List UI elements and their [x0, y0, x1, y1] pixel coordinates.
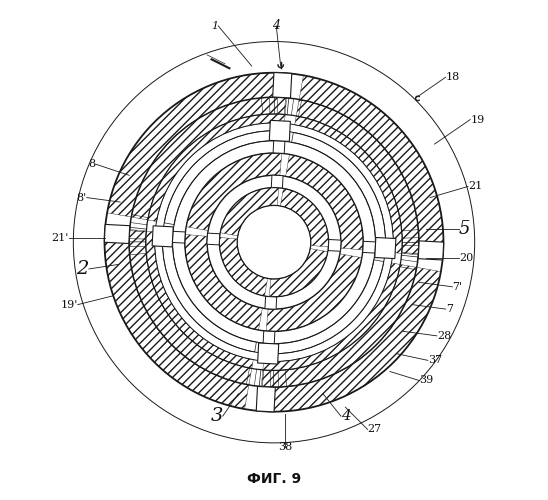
Polygon shape: [375, 238, 396, 258]
Polygon shape: [273, 140, 285, 153]
Text: 7': 7': [453, 282, 463, 292]
Text: 4: 4: [341, 409, 351, 423]
Polygon shape: [418, 241, 444, 260]
Wedge shape: [219, 238, 267, 296]
Wedge shape: [146, 231, 253, 368]
Polygon shape: [265, 296, 277, 310]
Wedge shape: [164, 130, 284, 224]
Text: 7: 7: [446, 304, 453, 314]
Wedge shape: [266, 254, 362, 332]
Polygon shape: [258, 343, 279, 364]
Wedge shape: [185, 234, 262, 330]
Text: 28: 28: [437, 331, 451, 341]
Polygon shape: [363, 242, 375, 253]
Text: 18: 18: [446, 72, 460, 82]
Text: 37: 37: [428, 356, 442, 366]
Wedge shape: [264, 260, 384, 354]
Text: 21: 21: [468, 182, 482, 192]
Polygon shape: [328, 240, 341, 252]
Text: 4: 4: [272, 20, 280, 32]
Polygon shape: [104, 224, 130, 244]
Wedge shape: [292, 132, 385, 252]
Wedge shape: [148, 114, 285, 222]
Wedge shape: [186, 153, 282, 230]
Text: 38: 38: [278, 442, 292, 452]
Text: 21': 21': [52, 232, 69, 242]
Polygon shape: [269, 120, 290, 142]
Wedge shape: [129, 230, 252, 385]
Wedge shape: [220, 188, 279, 236]
Text: 20: 20: [459, 253, 473, 263]
Polygon shape: [207, 233, 220, 245]
Polygon shape: [173, 232, 185, 243]
Wedge shape: [259, 268, 441, 412]
Polygon shape: [271, 175, 283, 188]
Text: 39: 39: [419, 376, 433, 386]
Polygon shape: [152, 226, 173, 247]
Text: 8: 8: [88, 159, 95, 169]
Text: 19: 19: [470, 114, 484, 124]
Text: 19': 19': [60, 300, 78, 310]
Wedge shape: [105, 228, 249, 409]
Text: 5: 5: [459, 220, 471, 238]
Wedge shape: [296, 100, 419, 255]
Text: 1: 1: [211, 21, 218, 31]
Polygon shape: [256, 386, 275, 412]
Wedge shape: [261, 264, 416, 387]
Text: 2: 2: [77, 260, 89, 278]
Wedge shape: [107, 72, 289, 217]
Wedge shape: [281, 188, 329, 247]
Wedge shape: [263, 263, 400, 370]
Text: ФИГ. 9: ФИГ. 9: [247, 472, 301, 486]
Wedge shape: [269, 248, 328, 297]
Text: 27: 27: [368, 424, 382, 434]
Wedge shape: [299, 76, 443, 257]
Polygon shape: [273, 72, 292, 98]
Wedge shape: [132, 98, 287, 220]
Polygon shape: [263, 331, 275, 344]
Wedge shape: [163, 232, 256, 352]
Text: 3: 3: [210, 407, 222, 425]
Wedge shape: [295, 116, 402, 254]
Text: 8': 8': [77, 192, 87, 202]
Wedge shape: [286, 154, 363, 250]
